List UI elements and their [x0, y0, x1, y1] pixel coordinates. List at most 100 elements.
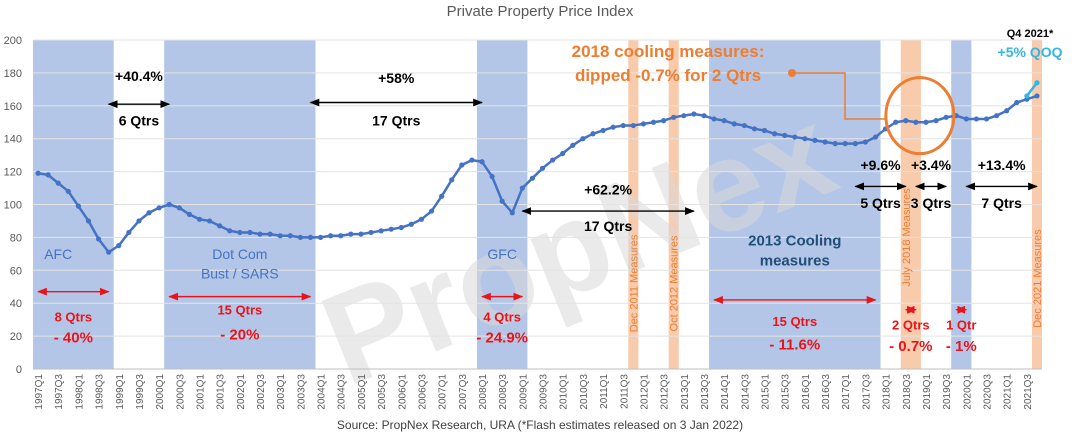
data-point-2018q4 — [913, 119, 919, 125]
data-point-2018q3 — [903, 118, 909, 124]
x-tick-label-2013q1: 2013Q1 — [680, 374, 691, 410]
data-point-2016q2 — [812, 137, 818, 143]
data-point-2009q3 — [539, 165, 546, 171]
data-point-2013q4 — [711, 116, 717, 122]
x-tick-label-2002q1: 2002Q1 — [236, 374, 247, 410]
data-point-2016q3 — [822, 139, 828, 145]
data-point-2007q1 — [439, 193, 445, 199]
data-point-2011q1 — [600, 127, 606, 134]
data-point-2008q2 — [489, 173, 495, 180]
data-point-1999q2 — [126, 229, 132, 236]
data-point-2012q1 — [640, 121, 647, 127]
range-dur-6: 8 Qtrs — [55, 309, 93, 324]
data-point-1999q4 — [146, 210, 152, 216]
data-point-2010q3 — [580, 136, 586, 142]
callout-line2: dipped -0.7% for 2 Qtrs — [575, 66, 761, 85]
data-point-2006q1 — [398, 224, 404, 231]
data-point-2015q1 — [761, 127, 768, 134]
data-point-2019q3 — [943, 114, 949, 120]
data-point-2012q4 — [671, 114, 677, 120]
x-tick-label-2021q3: 2021Q3 — [1023, 374, 1034, 410]
x-tick-label-2004q1: 2004Q1 — [317, 374, 328, 410]
data-point-2004q2 — [328, 233, 334, 239]
x-tick-label-1999q3: 1999Q3 — [135, 374, 146, 410]
region-label-2013-cooling: 2013 Cooling — [748, 233, 841, 250]
y-tick-label-100: 100 — [4, 200, 22, 212]
data-point-1997q4 — [65, 188, 71, 194]
x-tick-label-2008q3: 2008Q3 — [498, 374, 509, 410]
data-point-2001q3 — [217, 223, 223, 229]
data-point-1999q3 — [136, 218, 142, 224]
data-point-2017q2 — [852, 141, 858, 147]
range-dur-1: 17 Qtrs — [372, 113, 420, 129]
data-point-2010q2 — [570, 142, 576, 148]
y-tick-label-140: 140 — [4, 134, 22, 146]
flash-value: +5% QOQ — [998, 44, 1063, 60]
data-point-2004q4 — [348, 231, 354, 237]
x-tick-label-2001q1: 2001Q1 — [195, 374, 206, 410]
range-pct-3: +9.6% — [861, 157, 902, 173]
data-point-1998q2 — [85, 218, 92, 224]
x-tick-label-2021q1: 2021Q1 — [1003, 374, 1014, 410]
x-tick-label-2015q3: 2015Q3 — [781, 374, 792, 410]
y-tick-label-200: 200 — [4, 35, 22, 47]
x-tick-label-2018q3: 2018Q3 — [902, 374, 913, 410]
y-tick-label-120: 120 — [4, 167, 22, 179]
x-tick-label-2009q3: 2009Q3 — [539, 374, 550, 410]
data-point-2012q3 — [661, 118, 667, 124]
data-point-1999q1 — [116, 243, 122, 249]
range-pct-2: +62.2% — [584, 182, 632, 198]
data-point-2017q4 — [872, 134, 879, 140]
data-point-2010q1 — [560, 150, 566, 157]
x-tick-label-2005q3: 2005Q3 — [377, 374, 388, 410]
data-point-2002q1 — [237, 229, 243, 236]
x-tick-label-2017q1: 2017Q1 — [841, 374, 852, 410]
data-point-2013q3 — [701, 113, 707, 119]
y-tick-label-60: 60 — [10, 265, 22, 277]
range-pct-9: - 11.6% — [769, 336, 820, 353]
data-point-2015q4 — [792, 134, 798, 140]
range-dur-9: 15 Qtrs — [772, 314, 817, 329]
data-point-2014q4 — [751, 126, 758, 132]
data-point-2002q3 — [257, 231, 263, 237]
data-point-2011q4 — [630, 122, 636, 129]
data-point-2005q3 — [378, 228, 384, 234]
data-point-2004q3 — [338, 233, 344, 239]
data-point-2003q3 — [297, 234, 303, 240]
range-pct-7: - 20% — [220, 326, 259, 343]
y-tick-label-160: 160 — [4, 101, 22, 113]
x-tick-label-1998q3: 1998Q3 — [95, 374, 106, 410]
data-point-2020q1 — [963, 116, 969, 122]
data-point-2021q3-flash — [1024, 93, 1030, 99]
x-tick-label-2006q1: 2006Q1 — [397, 374, 408, 410]
x-tick-label-2000q1: 2000Q1 — [155, 374, 166, 410]
x-tick-label-2010q1: 2010Q1 — [559, 374, 570, 410]
x-tick-label-2003q3: 2003Q3 — [296, 374, 307, 410]
data-point-2005q2 — [368, 229, 374, 236]
x-tick-label-2003q1: 2003Q1 — [276, 374, 287, 410]
region-label-afc: AFC — [44, 246, 72, 262]
x-tick-label-2002q3: 2002Q3 — [256, 374, 267, 410]
x-tick-label-2005q1: 2005Q1 — [357, 374, 368, 410]
x-tick-label-2011q3: 2011Q3 — [619, 374, 630, 409]
data-point-1998q3 — [95, 236, 102, 242]
data-point-2000q1 — [156, 205, 162, 211]
chart-title: Private Property Price Index — [446, 3, 634, 20]
data-point-2003q2 — [287, 233, 293, 239]
range-dur-8: 4 Qtrs — [483, 309, 521, 324]
x-tick-label-2007q3: 2007Q3 — [458, 374, 469, 410]
series-line-0 — [37, 94, 1038, 254]
data-point-2005q4 — [388, 226, 394, 232]
data-point-2021q1 — [1004, 108, 1010, 114]
range-pct-6: - 40% — [54, 330, 93, 347]
range-pct-4: +3.4% — [911, 157, 952, 173]
x-tick-label-2014q3: 2014Q3 — [740, 374, 751, 410]
range-pct-5: +13.4% — [978, 157, 1026, 173]
flash-title: Q4 2021* — [1007, 28, 1054, 40]
x-tick-label-2010q3: 2010Q3 — [579, 374, 590, 410]
data-point-2005q1 — [358, 231, 364, 237]
data-point-2020q4 — [993, 113, 1000, 119]
data-point-2002q4 — [267, 231, 273, 237]
y-tick-label-20: 20 — [10, 331, 22, 343]
